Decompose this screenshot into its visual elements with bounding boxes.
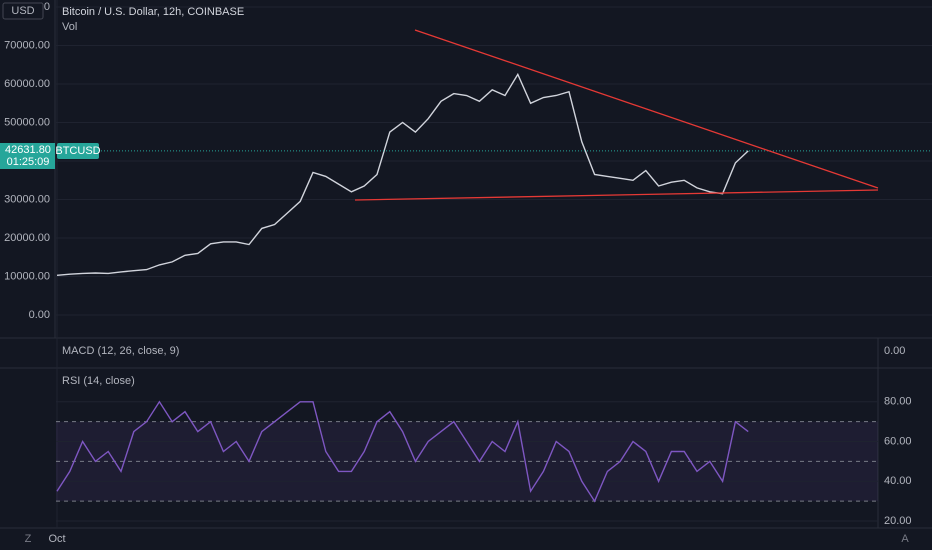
ticker-tag (57, 143, 99, 159)
x-tick-label: Oct (48, 533, 65, 545)
y-tick-label: 40.00 (884, 475, 912, 487)
y-tick-label: 60.00 (884, 435, 912, 447)
y-tick-label: 20000.00 (4, 232, 50, 244)
y-tick-label: 50000.00 (4, 116, 50, 128)
y-tick-label: 0.00 (884, 345, 905, 357)
ticker: BTCUSD (55, 145, 100, 157)
series-line (56, 72, 749, 276)
volume-label: Vol (62, 21, 77, 33)
y-tick-label: 30000.00 (4, 193, 50, 205)
toolbar-button[interactable]: A (901, 533, 909, 545)
symbol-title: Bitcoin / U.S. Dollar, 12h, COINBASE (62, 6, 244, 18)
pane-title: RSI (14, close) (62, 375, 135, 387)
toolbar-button[interactable]: Z (25, 533, 32, 545)
price-tag-price: 42631.80 (5, 144, 51, 156)
trendline (414, 29, 879, 189)
currency[interactable]: USD (11, 5, 34, 17)
series-line (56, 400, 749, 503)
trendline (354, 189, 879, 201)
y-tick-label: 0.00 (29, 309, 50, 321)
y-tick-label: 10000.00 (4, 270, 50, 282)
y-tick-label: 70000.00 (4, 39, 50, 51)
price-tag (0, 143, 55, 169)
y-tick-label: 60000.00 (4, 78, 50, 90)
y-tick-label: 20.00 (884, 515, 912, 527)
currency-box[interactable] (2, 2, 44, 20)
y-tick-label: 80.00 (884, 396, 912, 408)
pane-title: MACD (12, 26, close, 9) (62, 345, 179, 357)
price-tag-countdown: 01:25:09 (7, 156, 50, 168)
